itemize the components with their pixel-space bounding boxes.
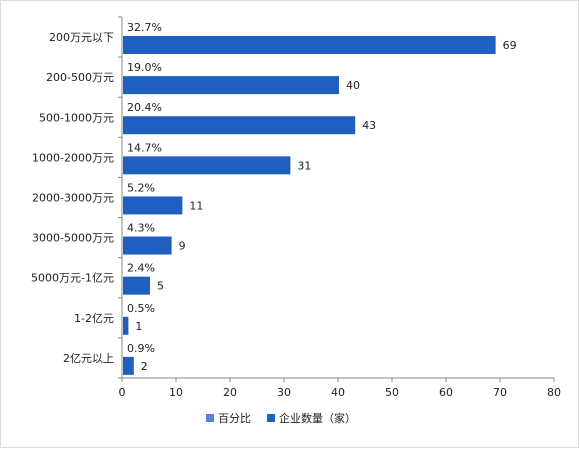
category-label: 3000-5000万元 (32, 232, 114, 245)
category-label: 500-1000万元 (39, 111, 114, 124)
bar-company-count (123, 116, 356, 135)
data-label-percentage: 14.7% (127, 141, 162, 154)
x-tick-label: 40 (331, 386, 345, 399)
x-tick-label: 20 (223, 386, 237, 399)
x-tick-label: 80 (547, 386, 561, 399)
category-label: 200-500万元 (46, 71, 114, 84)
x-tick-label: 60 (439, 386, 453, 399)
data-label-percentage: 5.2% (127, 181, 155, 194)
category-label-layer: 200万元以下 200-500万元 500-1000万元 1000-2000万元 200… (31, 31, 114, 365)
x-tick-layer: 0 10 20 30 40 50 60 70 80 (119, 378, 561, 399)
category-label: 5000万元-1亿元 (31, 272, 114, 285)
legend-swatch-company-count (267, 414, 275, 422)
legend: 百分比 企业数量（家） (206, 411, 356, 425)
data-label-company-count: 40 (346, 79, 360, 92)
category-label: 1-2亿元 (74, 312, 114, 325)
data-label-company-count: 43 (362, 119, 376, 132)
bar-layer: 32.7% 69 19.0% 40 20.4% 43 14.7% 31 5.2% 11 4.3% 9 2… (123, 21, 517, 375)
bar-company-count (123, 356, 134, 375)
data-label-percentage: 32.7% (127, 21, 162, 34)
bar-company-count (123, 316, 129, 335)
legend-label-percentage: 百分比 (218, 412, 251, 425)
bar-company-count (123, 36, 496, 54)
bar-company-count (123, 76, 339, 95)
category-label: 200万元以下 (49, 31, 114, 44)
data-label-company-count: 9 (179, 240, 186, 253)
category-label: 2000-3000万元 (32, 192, 114, 205)
x-tick-label: 50 (385, 386, 399, 399)
legend-swatch-percentage (206, 414, 214, 422)
data-label-percentage: 0.5% (127, 302, 155, 315)
x-tick-label: 10 (169, 386, 183, 399)
data-label-company-count: 2 (141, 360, 148, 373)
x-tick-label: 30 (277, 386, 291, 399)
bar-company-count (123, 196, 183, 215)
data-label-company-count: 69 (503, 39, 517, 52)
data-label-company-count: 5 (157, 280, 164, 293)
data-label-company-count: 31 (297, 159, 311, 172)
bar-company-count (123, 236, 172, 255)
data-label-percentage: 20.4% (127, 101, 162, 114)
x-tick-label: 70 (493, 386, 507, 399)
legend-label-company-count: 企业数量（家） (279, 411, 356, 425)
bar-company-count (123, 156, 291, 175)
data-label-company-count: 11 (189, 199, 203, 212)
category-label: 2亿元以上 (63, 352, 114, 365)
data-label-percentage: 0.9% (127, 342, 155, 355)
axis-layer (118, 16, 554, 379)
data-label-percentage: 2.4% (127, 262, 155, 275)
x-tick-label: 0 (119, 386, 126, 399)
category-label: 1000-2000万元 (32, 151, 114, 164)
data-label-percentage: 4.3% (127, 222, 155, 235)
data-label-percentage: 19.0% (127, 61, 162, 74)
data-label-company-count: 1 (135, 320, 142, 333)
bar-company-count (123, 276, 150, 295)
